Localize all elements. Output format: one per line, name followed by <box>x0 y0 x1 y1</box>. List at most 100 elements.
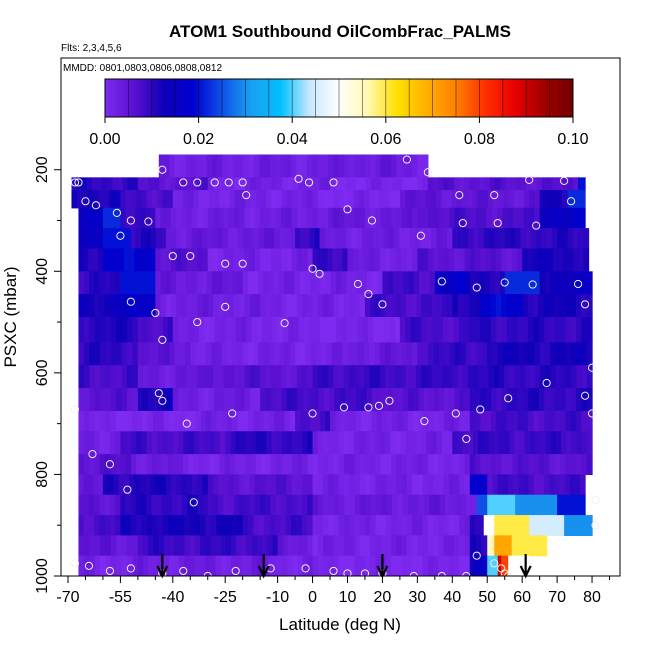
heatmap-cell <box>333 474 340 496</box>
heatmap-cell <box>83 474 89 496</box>
heatmap-cell <box>462 190 468 209</box>
heatmap-cell <box>235 431 242 455</box>
heatmap-cell <box>93 228 99 250</box>
heatmap-cell <box>417 342 424 366</box>
heatmap-cell <box>427 454 434 476</box>
heatmap-cell <box>265 190 272 209</box>
heatmap-cell <box>291 207 298 229</box>
sample-point <box>126 297 135 306</box>
heatmap-cell <box>105 535 112 557</box>
heatmap-cell <box>130 271 136 295</box>
heatmap-cell <box>242 515 249 536</box>
heatmap-cell <box>385 515 392 536</box>
heatmap-cell <box>501 294 508 318</box>
heatmap-cell <box>244 474 251 496</box>
sample-point <box>315 269 324 278</box>
heatmap-cell <box>429 271 436 295</box>
heatmap-cell <box>536 494 542 516</box>
heatmap-cell <box>349 494 356 516</box>
heatmap-cell <box>361 388 368 412</box>
sample-point <box>580 391 590 400</box>
heatmap-cell <box>544 388 551 412</box>
heatmap-cell <box>460 342 467 366</box>
heatmap-cell <box>291 365 298 389</box>
sample-point <box>420 417 429 426</box>
heatmap-cell <box>501 555 509 576</box>
heatmap-cell <box>318 388 325 412</box>
heatmap-cell <box>146 454 153 476</box>
heatmap-cell <box>232 342 239 366</box>
heatmap-cell <box>253 410 259 432</box>
heatmap-cell <box>181 294 188 318</box>
heatmap-cell <box>554 515 560 536</box>
heatmap-cell <box>417 555 424 576</box>
heatmap-cell <box>372 271 378 295</box>
heatmap-cell <box>167 454 174 476</box>
heatmap-cell <box>432 317 439 343</box>
heatmap-cell <box>374 342 381 366</box>
heatmap-cell <box>501 317 508 343</box>
heatmap-cell <box>522 388 529 412</box>
heatmap-cell <box>475 317 482 343</box>
heatmap-cell <box>194 515 201 536</box>
heatmap-cell <box>447 431 453 455</box>
heatmap-cell <box>335 271 342 295</box>
heatmap-cell <box>581 454 588 476</box>
heatmap-cell <box>443 555 450 576</box>
heatmap-cell <box>323 454 329 476</box>
heatmap-cell <box>509 515 515 536</box>
heatmap-cell <box>523 207 530 229</box>
heatmap-cell <box>211 271 218 295</box>
heatmap-cell <box>401 535 408 557</box>
heatmap-cell <box>244 388 251 412</box>
heatmap-cell <box>479 271 486 295</box>
heatmap-cell <box>302 365 308 389</box>
heatmap-cell <box>247 271 254 295</box>
heatmap-cell <box>339 388 346 412</box>
heatmap-cell <box>328 431 334 455</box>
heatmap-cell <box>135 271 141 295</box>
heatmap-cell <box>475 207 482 229</box>
heatmap-cell <box>260 207 266 229</box>
heatmap-cell <box>251 317 258 343</box>
heatmap-cell <box>258 342 265 366</box>
heatmap-cell <box>572 228 579 250</box>
heatmap-cell <box>291 515 298 536</box>
heatmap-cell <box>345 388 352 412</box>
heatmap-cell <box>352 342 359 366</box>
heatmap-cell <box>380 535 387 557</box>
heatmap-cell <box>202 365 209 389</box>
sample-point <box>179 566 188 576</box>
heatmap-cell <box>431 294 438 318</box>
heatmap-cell <box>369 190 375 209</box>
sample-point <box>238 259 247 268</box>
heatmap-cell <box>94 555 101 576</box>
heatmap-cell <box>496 410 503 432</box>
heatmap-cell <box>374 190 380 209</box>
heatmap-cell <box>91 177 98 191</box>
heatmap-cell <box>364 474 371 496</box>
heatmap-cell <box>282 177 289 191</box>
sample-point <box>367 216 377 225</box>
heatmap-cell <box>493 431 500 455</box>
heatmap-cell <box>188 431 195 455</box>
heatmap-cell <box>550 271 556 295</box>
heatmap-cell <box>274 342 280 366</box>
heatmap-cell <box>549 474 555 496</box>
heatmap-cell <box>155 207 162 229</box>
heatmap-cell <box>160 248 167 272</box>
heatmap-cell <box>549 454 556 476</box>
heatmap-cell <box>184 555 191 576</box>
heatmap-cell <box>544 342 551 366</box>
heatmap-cell <box>248 228 255 250</box>
heatmap-cell <box>263 410 270 432</box>
heatmap-cell <box>171 248 177 272</box>
heatmap-cell <box>364 294 371 318</box>
heatmap-cell <box>233 228 239 250</box>
heatmap-cell <box>395 294 402 318</box>
heatmap-cell <box>459 410 466 432</box>
heatmap-cell <box>396 535 403 557</box>
heatmap-cell <box>222 154 229 178</box>
heatmap-cell <box>385 555 392 576</box>
